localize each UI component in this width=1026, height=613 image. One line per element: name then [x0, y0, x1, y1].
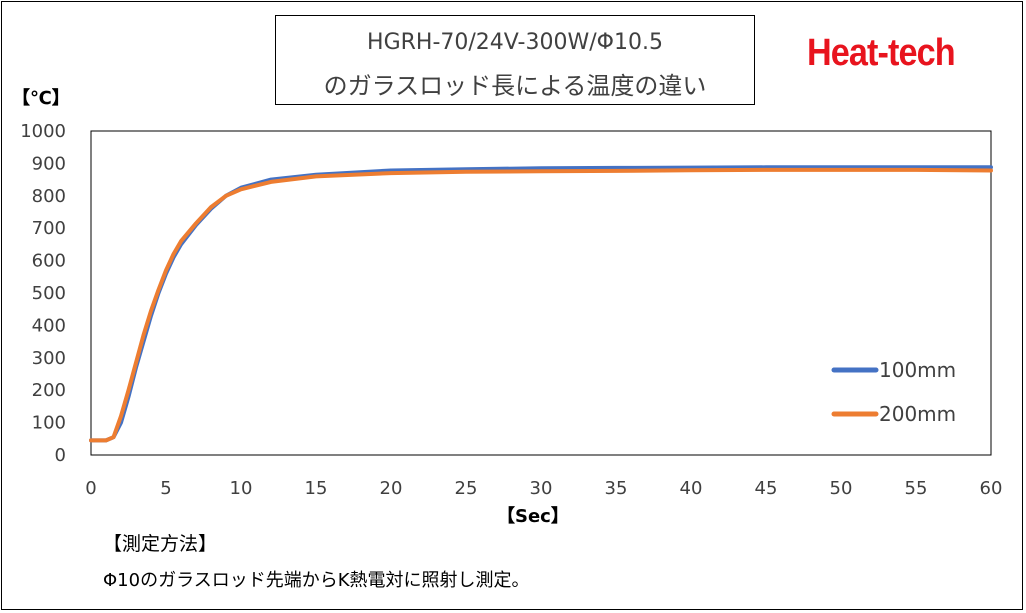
x-tick-label: 45	[755, 478, 778, 499]
y-tick-label: 700	[32, 218, 66, 239]
legend-label: 200mm	[879, 402, 956, 426]
y-tick-label: 300	[32, 348, 66, 369]
y-tick-label: 1000	[20, 121, 66, 142]
series-layer	[89, 165, 993, 443]
y-axis-label: 【℃】	[12, 88, 70, 109]
plot-area	[90, 130, 992, 456]
x-tick-label: 35	[605, 478, 628, 499]
x-axis-ticks: 0 5 10 15 20 25 30 35 40 45 50 55 60	[85, 478, 1002, 499]
legend-label: 100mm	[879, 358, 956, 382]
x-axis-label: 【Sec】	[497, 506, 569, 527]
legend: 100mm 200mm	[831, 358, 956, 426]
method-description: Φ10のガラスロッド先端からK熱電対に照射し測定。	[103, 570, 530, 591]
y-tick-label: 0	[55, 445, 66, 466]
x-tick-label: 30	[530, 478, 553, 499]
x-tick-label: 55	[905, 478, 928, 499]
brand-logo-text: Heat-tech	[807, 32, 956, 74]
y-tick-label: 900	[32, 153, 66, 174]
x-tick-label: 60	[980, 478, 1003, 499]
y-tick-label: 800	[32, 186, 66, 207]
chart-title-box: HGRH-70/24V-300W/Φ10.5 のガラスロッド長による温度の違い	[275, 15, 755, 105]
y-tick-label: 500	[32, 283, 66, 304]
method-heading: 【測定方法】	[103, 533, 218, 555]
x-tick-label: 40	[680, 478, 703, 499]
plot-border	[90, 130, 992, 456]
x-tick-label: 20	[380, 478, 403, 499]
x-tick-label: 15	[305, 478, 328, 499]
y-tick-label: 400	[32, 315, 66, 336]
y-tick-label: 600	[32, 251, 66, 272]
x-tick-label: 50	[830, 478, 853, 499]
y-tick-label: 200	[32, 380, 66, 401]
x-tick-label: 5	[160, 478, 171, 499]
x-tick-label: 0	[85, 478, 96, 499]
y-tick-label: 100	[32, 413, 66, 434]
series-line-200mm	[89, 167, 993, 443]
x-tick-label: 10	[230, 478, 253, 499]
series-line-100mm	[89, 165, 993, 443]
x-tick-label: 25	[455, 478, 478, 499]
y-axis-ticks: 0 100 200 300 400 500 600 700 800 900 1000	[20, 121, 66, 466]
chart-title: HGRH-70/24V-300W/Φ10.5	[367, 30, 663, 55]
chart-subtitle: のガラスロッド長による温度の違い	[323, 72, 707, 100]
